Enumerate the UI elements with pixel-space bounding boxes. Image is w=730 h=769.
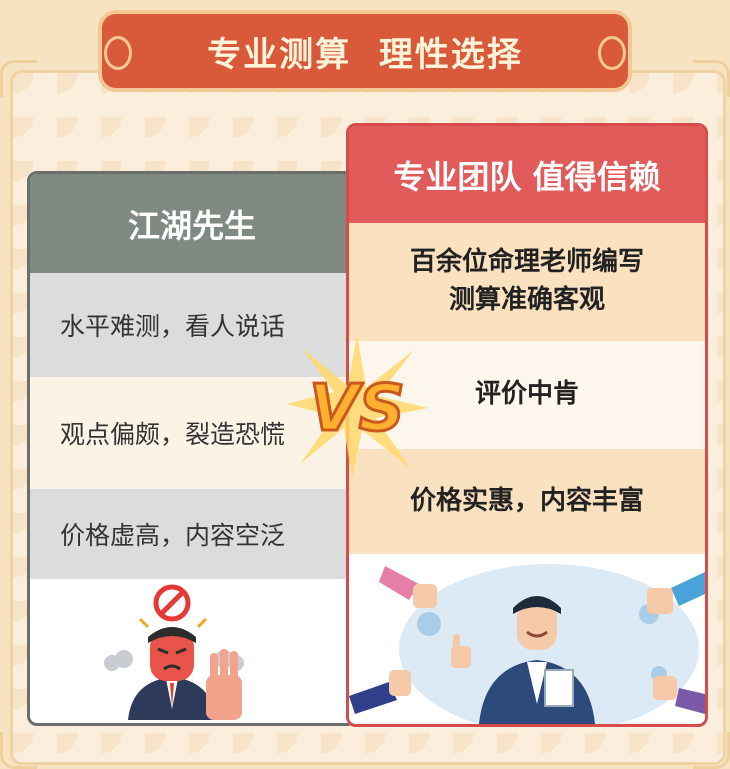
anger-spark-icon: [138, 617, 208, 629]
right-row-text: 评价中肯: [474, 379, 579, 410]
angry-man-icon: [128, 627, 216, 720]
left-row-text: 观点偏颇，裂造恐慌: [60, 420, 286, 449]
right-row-text: 百余位命理老师编写: [409, 247, 644, 278]
right-comparison-card: 专业团队 值得信赖 百余位命理老师编写 测算准确客观 评价中肯 价格实惠，内容丰…: [346, 123, 708, 727]
corner-ornament: [0, 60, 37, 97]
title-banner: 专业测算 理性选择: [98, 10, 632, 92]
right-card-header: 专业团队 值得信赖: [349, 126, 705, 223]
left-card-header: 江湖先生: [30, 174, 354, 273]
thumbs-up-icon: [349, 670, 411, 714]
corner-ornament: [693, 732, 730, 769]
right-card-title: 专业团队 值得信赖: [393, 157, 661, 196]
scroll-ornament-icon: [104, 36, 132, 70]
thumbs-up-icon: [647, 572, 705, 614]
banner-title: 专业测算 理性选择: [207, 34, 523, 75]
right-row: 评价中肯: [349, 341, 705, 449]
left-comparison-card: 江湖先生 水平难测，看人说话 观点偏颇，裂造恐慌 价格虚高，内容空泛: [27, 171, 357, 726]
thumbs-up-icon: [379, 566, 437, 608]
vs-emblem: VS: [282, 330, 432, 480]
left-card-title: 江湖先生: [127, 206, 256, 245]
stop-hand-icon: [206, 649, 242, 720]
corner-ornament: [693, 60, 730, 97]
right-row: 百余位命理老师编写 测算准确客观: [349, 223, 705, 341]
left-row-text: 价格虚高，内容空泛: [60, 521, 286, 550]
left-row: 水平难测，看人说话: [30, 273, 354, 377]
left-row-text: 水平难测，看人说话: [60, 312, 286, 341]
right-row-text: 测算准确客观: [448, 285, 605, 315]
right-row-text: 价格实惠，内容丰富: [409, 485, 644, 516]
corner-ornament: [0, 732, 37, 769]
prohibition-icon: [153, 584, 191, 622]
left-row: 观点偏颇，裂造恐慌: [30, 377, 354, 489]
thumbs-up-icon: [653, 676, 705, 714]
vs-label: VS: [309, 372, 405, 446]
businessman-icon: [479, 596, 595, 724]
thumbs-up-illustration: [349, 554, 705, 724]
spark-burst-icon: [286, 334, 428, 478]
thumbs-up-icon: [451, 634, 471, 668]
angry-man-illustration: [30, 579, 354, 720]
scroll-ornament-icon: [598, 36, 626, 70]
left-row: 价格虚高，内容空泛: [30, 489, 354, 579]
